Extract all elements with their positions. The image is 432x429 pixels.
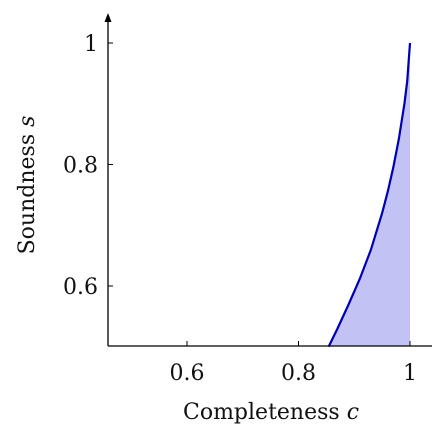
y-axis-arrow-icon xyxy=(104,13,112,22)
x-axis-label: Completeness c xyxy=(183,400,359,425)
x-tick-label: 0.6 xyxy=(170,361,205,386)
x-tick-label: 1 xyxy=(403,361,417,386)
x-tick-label: 0.8 xyxy=(281,361,316,386)
shaded-region xyxy=(328,43,410,347)
y-ticks: 0.6 0.8 1 xyxy=(63,32,113,300)
y-tick-label: 1 xyxy=(84,32,98,57)
y-tick-label: 0.6 xyxy=(63,275,98,300)
x-ticks: 0.6 0.8 1 xyxy=(170,341,417,386)
y-tick-label: 0.8 xyxy=(63,154,98,179)
y-axis-label: Soundness s xyxy=(15,116,40,255)
series-curve xyxy=(327,42,412,348)
curve-layer xyxy=(327,42,412,348)
shaded-region-layer xyxy=(328,43,410,347)
